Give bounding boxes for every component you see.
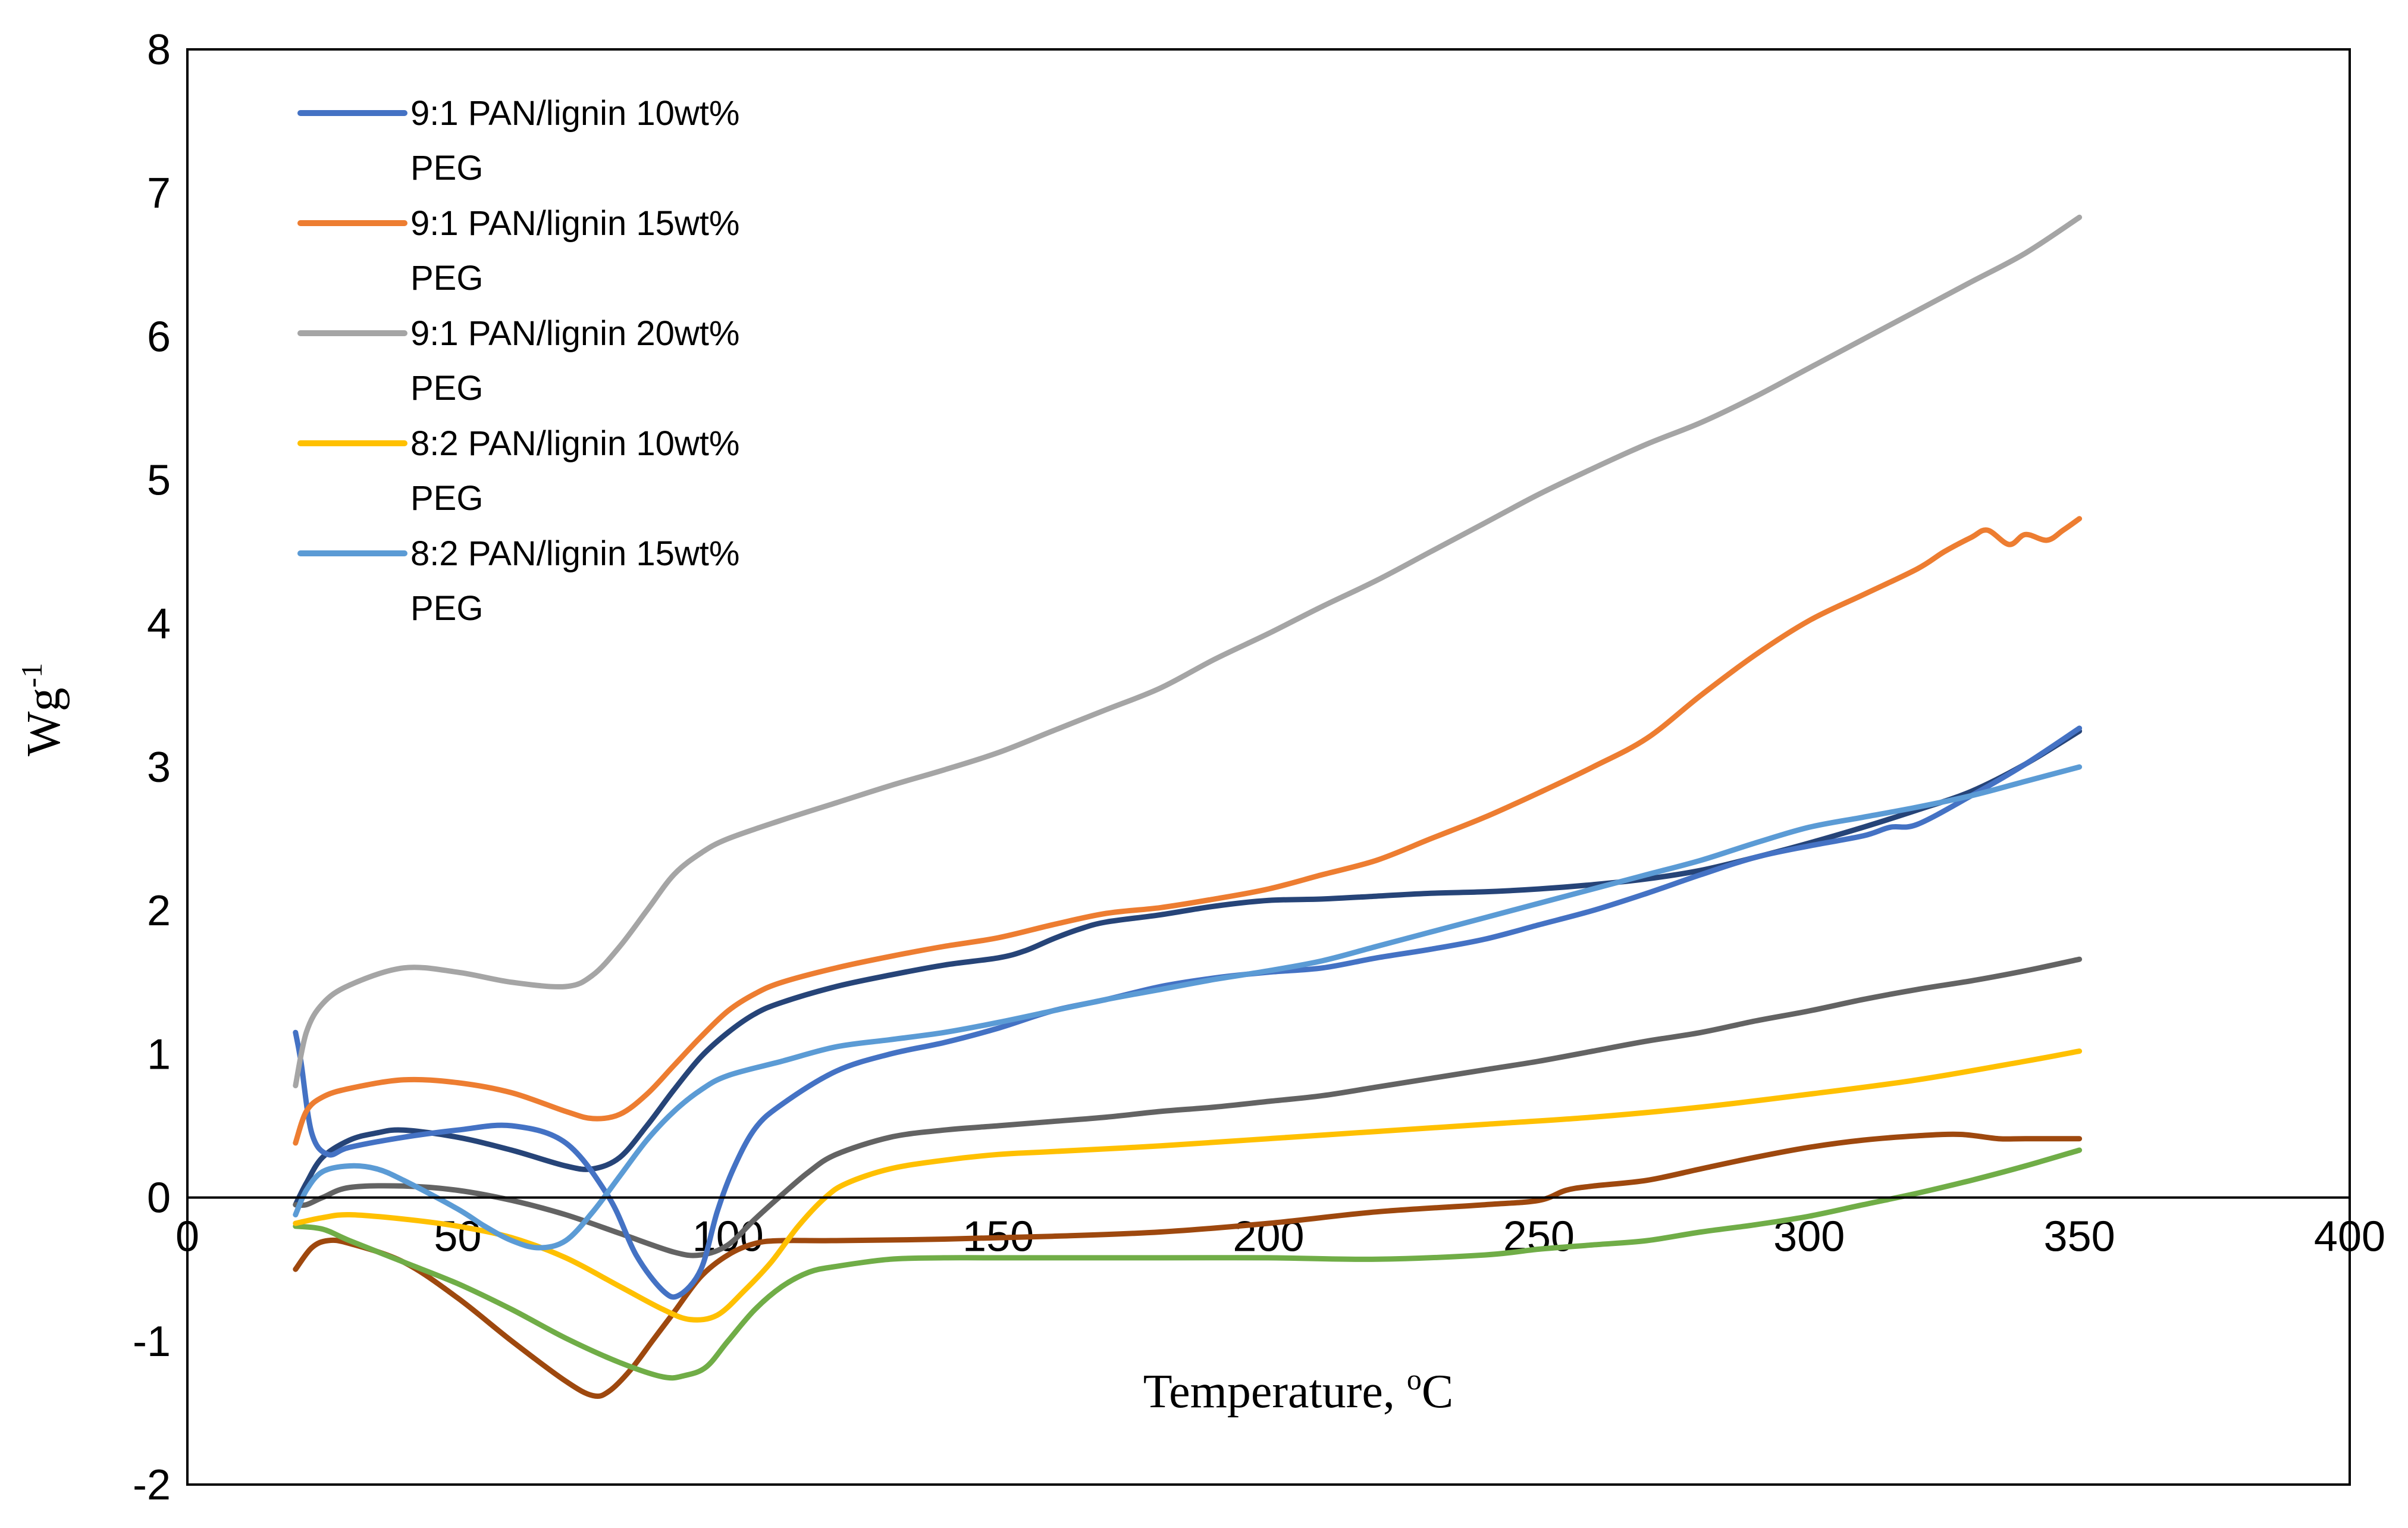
x-tick-label: 0: [175, 1213, 199, 1261]
y-tick-label: 1: [147, 1031, 171, 1078]
legend-label-line1: 9:1 PAN/lignin 15wt%: [410, 204, 739, 243]
legend-label-line1: 8:2 PAN/lignin 10wt%: [410, 424, 739, 463]
y-tick-label: 6: [147, 313, 171, 361]
series-lines: [293, 214, 2083, 1399]
series-line-4: [293, 764, 2083, 1251]
y-tick-label: 8: [147, 26, 171, 74]
x-axis-title-tail: C: [1422, 1366, 1453, 1418]
y-tick-label: 2: [147, 887, 171, 935]
series-line-0: [293, 725, 2083, 1300]
legend-label-line2: PEG: [410, 479, 484, 518]
x-axis-title-main: Temperature,: [1143, 1366, 1407, 1418]
series-line-2: [293, 214, 2083, 1088]
x-tick-label: 400: [2314, 1213, 2385, 1261]
y-tick-label: 0: [147, 1175, 171, 1222]
y-axis-title-sup: -1: [15, 663, 48, 688]
x-axis-title: Temperature, oC: [1143, 1363, 1453, 1418]
y-tick-label: 3: [147, 744, 171, 791]
legend-label-line2: PEG: [410, 369, 484, 408]
legend: 9:1 PAN/lignin 10wt% PEG 9:1 PAN/lignin 15…: [297, 94, 739, 628]
x-tick-label: 350: [2044, 1213, 2115, 1261]
legend-label-line2: PEG: [410, 149, 484, 187]
series-line-7: [293, 1131, 2083, 1399]
y-axis-title: Wg-1: [15, 663, 70, 756]
y-tick-label: 4: [147, 600, 171, 648]
legend-label-line2: PEG: [410, 589, 484, 628]
y-tick-label: 5: [147, 457, 171, 505]
legend-label-line2: PEG: [410, 259, 484, 298]
legend-label-line1: 9:1 PAN/lignin 10wt%: [410, 94, 739, 133]
y-tick-label: -2: [133, 1461, 171, 1509]
x-axis-title-sup: o: [1407, 1363, 1422, 1396]
plot-area-frame: [186, 48, 2351, 1486]
y-axis-title-main: Wg: [18, 688, 70, 757]
y-tick-label: 7: [147, 170, 171, 217]
y-tick-label: -1: [133, 1318, 171, 1366]
series-line-1: [293, 516, 2083, 1146]
legend-label-line1: 8:2 PAN/lignin 15wt%: [410, 534, 739, 573]
legend-label-line1: 9:1 PAN/lignin 20wt%: [410, 314, 739, 353]
series-line-8: [293, 1147, 2083, 1381]
series-line-6: [293, 956, 2083, 1258]
